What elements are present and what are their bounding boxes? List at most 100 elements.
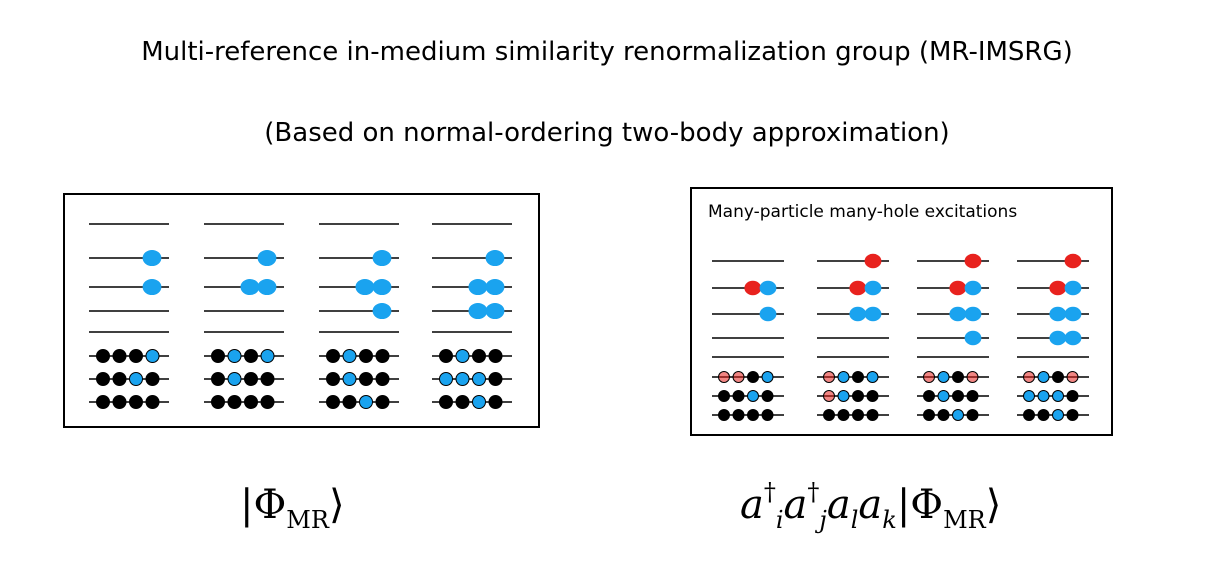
particle-orbital: [468, 278, 488, 296]
hole-orbital-excited: [744, 280, 762, 296]
hole-orbital: [455, 395, 470, 409]
hole-orbital: [112, 395, 127, 409]
particle-orbital: [1049, 306, 1067, 322]
hole-orbital: [227, 372, 242, 386]
hole-orbital: [326, 395, 340, 409]
formula-ket: ⟩: [985, 482, 1002, 528]
reference-configurations: [89, 223, 512, 409]
hole-orbital: [923, 371, 935, 383]
hole-orbital: [342, 395, 357, 409]
hole-orbital: [747, 390, 759, 402]
hole-orbital: [375, 372, 390, 386]
particle-orbital: [1049, 330, 1067, 346]
hole-orbital: [488, 372, 503, 386]
index-j: j: [819, 506, 827, 534]
hole-orbital: [718, 371, 730, 383]
diagram-subtitle: (Based on normal-ordering two-body appro…: [264, 118, 950, 148]
hole-orbital: [866, 371, 879, 383]
index-l: l: [850, 506, 859, 534]
hole-orbital: [837, 409, 850, 421]
hole-orbital: [211, 349, 225, 363]
hole-orbital: [439, 372, 453, 386]
hole-orbital: [472, 395, 486, 409]
hole-orbital: [1023, 409, 1035, 421]
particle-orbital: [372, 302, 392, 320]
hole-orbital: [718, 409, 730, 421]
reference-state-panel: [63, 193, 540, 428]
particle-orbital: [240, 278, 260, 296]
hole-orbital: [1037, 390, 1050, 402]
hole-orbital: [129, 395, 143, 409]
hole-orbital: [488, 349, 503, 363]
hole-orbital: [244, 349, 258, 363]
index-i: i: [775, 506, 784, 534]
reference-state-formula: |ΦMR⟩: [240, 482, 345, 534]
dagger-j: †: [807, 478, 820, 506]
hole-orbital: [244, 372, 258, 386]
creation-op-j: a: [783, 482, 808, 528]
hole-orbital: [823, 371, 835, 383]
hole-orbital: [488, 395, 503, 409]
hole-orbital: [937, 371, 950, 383]
particle-orbital: [964, 330, 982, 346]
particle-orbital: [485, 249, 505, 267]
hole-orbital: [966, 409, 979, 421]
hole-orbital: [747, 409, 759, 421]
hole-orbital: [455, 349, 470, 363]
hole-orbital: [211, 372, 225, 386]
hole-orbital: [129, 372, 143, 386]
hole-orbital: [359, 372, 373, 386]
hole-orbital: [866, 409, 879, 421]
particle-orbital: [1064, 330, 1082, 346]
excitations-panel: Many-particle many-hole excitations: [690, 187, 1113, 436]
particle-orbital: [485, 278, 505, 296]
hole-orbital-excited: [849, 280, 867, 296]
particle-orbital: [1064, 280, 1082, 296]
formula-subscript: MR: [286, 506, 329, 534]
hole-orbital: [472, 372, 486, 386]
hole-orbital: [837, 371, 850, 383]
hole-orbital: [145, 349, 160, 363]
hole-orbital: [732, 390, 745, 402]
formula-subscript: MR: [943, 506, 986, 534]
hole-orbital: [439, 395, 453, 409]
hole-orbital: [952, 371, 964, 383]
hole-orbital: [1052, 409, 1064, 421]
hole-orbital: [359, 349, 373, 363]
particle-orbital: [257, 278, 277, 296]
particle-orbital: [372, 249, 392, 267]
particle-orbital: [372, 278, 392, 296]
formula-phi: Φ: [910, 482, 944, 528]
hole-orbital: [866, 390, 879, 402]
hole-orbital: [211, 395, 225, 409]
hole-orbital: [761, 371, 774, 383]
hole-orbital: [1052, 371, 1064, 383]
hole-orbital-excited: [949, 280, 967, 296]
hole-orbital: [732, 409, 745, 421]
formula-phi: Φ: [253, 482, 287, 528]
hole-orbital: [96, 372, 110, 386]
hole-orbital: [244, 395, 258, 409]
particle-orbital: [949, 306, 967, 322]
formula-bar: |: [896, 482, 911, 528]
hole-orbital: [472, 349, 486, 363]
hole-orbital: [227, 395, 242, 409]
formula-bar: |: [240, 482, 254, 528]
particle-orbital: [759, 280, 777, 296]
hole-orbital-excited: [864, 253, 882, 269]
hole-orbital: [1066, 371, 1079, 383]
hole-orbital: [1023, 371, 1035, 383]
particle-orbital: [864, 280, 882, 296]
hole-orbital: [129, 349, 143, 363]
hole-orbital: [823, 409, 835, 421]
hole-orbital: [145, 372, 160, 386]
particle-orbital: [355, 278, 375, 296]
hole-orbital: [1052, 390, 1064, 402]
hole-orbital: [359, 395, 373, 409]
hole-orbital: [375, 395, 390, 409]
hole-orbital: [923, 409, 935, 421]
hole-orbital: [260, 395, 275, 409]
particle-orbital: [1064, 306, 1082, 322]
hole-orbital-excited: [964, 253, 982, 269]
hole-orbital: [837, 390, 850, 402]
